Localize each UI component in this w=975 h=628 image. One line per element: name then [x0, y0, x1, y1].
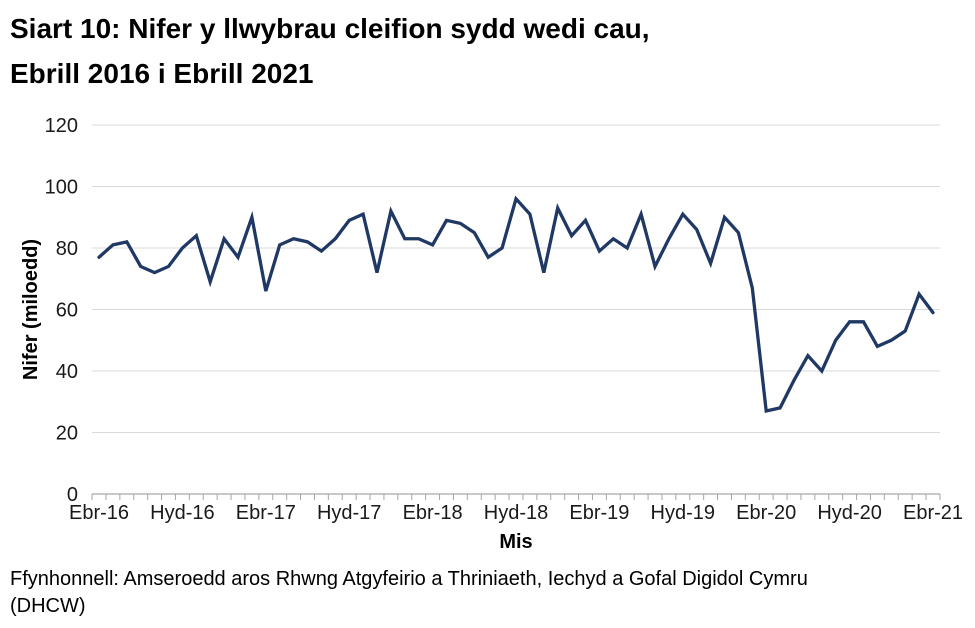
y-tick-label: 120	[45, 115, 78, 137]
x-tick-label: Ebr-18	[403, 502, 463, 524]
y-tick-label: 100	[45, 177, 78, 199]
y-axis-title: Nifer (miloedd)	[20, 239, 42, 380]
x-tick-label: Ebr-19	[569, 502, 629, 524]
x-tick-label: Hyd-17	[317, 502, 381, 524]
y-tick-label: 40	[56, 361, 78, 383]
source-note-line-1: Ffynhonnell: Amseroedd aros Rhwng Atgyfe…	[10, 568, 808, 590]
x-tick-label: Hyd-20	[817, 502, 881, 524]
x-tick-label: Ebr-16	[69, 502, 129, 524]
data-series-line	[97, 195, 935, 413]
y-tick-label: 80	[56, 238, 78, 260]
y-tick-label: 0	[67, 484, 78, 506]
y-tick-label: 20	[56, 423, 78, 445]
x-tick-label: Hyd-18	[484, 502, 548, 524]
x-tick-label: Hyd-19	[651, 502, 715, 524]
x-tick-label: Hyd-16	[150, 502, 214, 524]
y-tick-label: 60	[56, 300, 78, 322]
chart-title-line-1: Siart 10: Nifer y llwybrau cleifion sydd…	[10, 13, 650, 44]
x-axis-title: Mis	[499, 531, 532, 553]
chart-title: Siart 10: Nifer y llwybrau cleifion sydd…	[10, 6, 650, 96]
source-note: Ffynhonnell: Amseroedd aros Rhwng Atgyfe…	[10, 566, 808, 620]
x-tick-label: Ebr-20	[736, 502, 796, 524]
x-tick-label: Ebr-21	[903, 502, 963, 524]
x-tick-label: Ebr-17	[236, 502, 296, 524]
chart-title-line-2: Ebrill 2016 i Ebrill 2021	[10, 58, 314, 89]
source-note-line-2: (DHCW)	[10, 595, 86, 617]
